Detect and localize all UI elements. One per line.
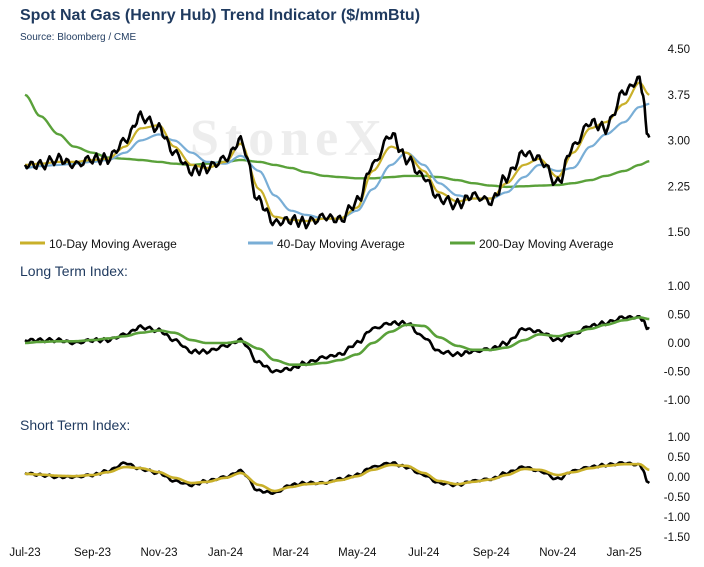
price-chart-legend: 10-Day Moving Average 40-Day Moving Aver… [20,237,614,251]
x-tick-label: Mar-24 [273,547,310,559]
legend-ma40: 40-Day Moving Average [277,237,405,251]
y-tick-label: 0.50 [668,310,690,322]
series-line-smoothed [25,316,650,366]
x-tick-label: Sep-23 [74,547,111,559]
chart-source: Source: Bloomberg / CME [20,32,136,43]
legend-ma10: 10-Day Moving Average [49,237,177,251]
x-tick-label: Sep-24 [473,547,511,559]
y-tick-label: 4.50 [668,44,690,56]
y-tick-label: 2.25 [668,181,690,193]
short-term-index-label: Short Term Index: [20,417,130,433]
series-line-200-day-moving-average [24,93,650,189]
series-line-index [24,461,651,495]
y-tick-label: 1.00 [668,281,690,293]
long-term-index-label: Long Term Index: [20,263,128,279]
x-tick-label: Jan-25 [607,547,642,559]
y-tick-label: -0.50 [664,367,690,379]
series-line-index [24,314,650,374]
y-tick-label: -1.50 [664,532,690,544]
x-tick-label: Nov-24 [539,547,577,559]
series-line-smoothed [25,462,650,493]
y-tick-label: -0.50 [664,492,690,504]
y-tick-label: 3.00 [668,136,690,148]
legend-ma200: 200-Day Moving Average [479,237,614,251]
x-tick-label: Jan-24 [208,547,244,559]
y-tick-label: -1.00 [664,395,690,407]
y-tick-label: -1.00 [664,512,690,524]
y-tick-label: 1.50 [668,227,690,239]
chart-title: Spot Nat Gas (Henry Hub) Trend Indicator… [20,7,420,24]
x-tick-label: May-24 [338,547,377,559]
y-tick-label: 1.00 [668,432,690,444]
y-tick-label: 3.75 [668,90,690,102]
x-tick-label: Jul-23 [9,547,40,559]
x-tick-label: Nov-23 [140,547,177,559]
series-line-spot [23,75,651,230]
y-tick-label: 0.50 [668,452,690,464]
x-tick-label: Jul-24 [408,547,440,559]
y-tick-label: 0.00 [668,338,690,350]
y-tick-label: 0.00 [668,472,690,484]
